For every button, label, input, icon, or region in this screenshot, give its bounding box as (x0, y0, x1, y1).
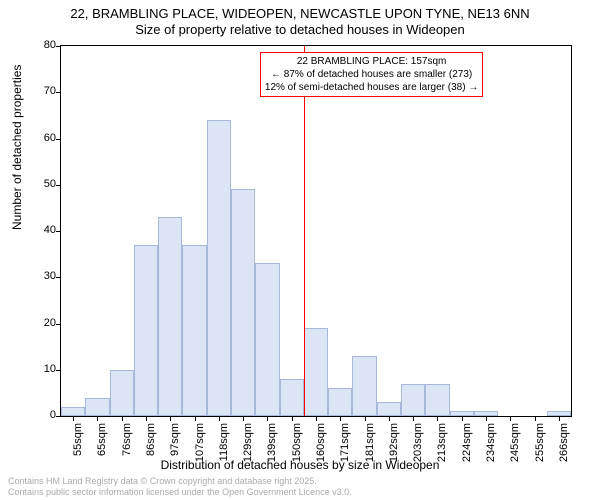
bar (110, 370, 134, 416)
x-tick-label: 139sqm (266, 423, 278, 463)
x-tick-label: 76sqm (121, 423, 133, 463)
y-tick-label: 60 (44, 132, 56, 144)
x-tick (389, 416, 390, 421)
bar (182, 245, 206, 416)
bar (61, 407, 85, 416)
bar (231, 189, 255, 416)
y-tick (56, 324, 61, 325)
bar (134, 245, 158, 416)
title-line1: 22, BRAMBLING PLACE, WIDEOPEN, NEWCASTLE… (0, 6, 600, 21)
bar (85, 398, 109, 417)
x-tick (170, 416, 171, 421)
x-tick (340, 416, 341, 421)
bar (401, 384, 425, 416)
x-tick (292, 416, 293, 421)
x-tick (437, 416, 438, 421)
x-tick (146, 416, 147, 421)
x-tick-label: 55sqm (72, 423, 84, 463)
x-tick (97, 416, 98, 421)
footer: Contains HM Land Registry data © Crown c… (8, 476, 352, 498)
y-tick-label: 30 (44, 270, 56, 282)
x-tick-label: 86sqm (145, 423, 157, 463)
chart-container: 22, BRAMBLING PLACE, WIDEOPEN, NEWCASTLE… (0, 0, 600, 500)
x-tick (462, 416, 463, 421)
annotation-line: ← 87% of detached houses are smaller (27… (265, 68, 478, 81)
x-tick (195, 416, 196, 421)
x-tick-label: 97sqm (169, 423, 181, 463)
x-tick (535, 416, 536, 421)
footer-line1: Contains HM Land Registry data © Crown c… (8, 476, 352, 487)
y-tick-label: 10 (44, 363, 56, 375)
y-tick (56, 185, 61, 186)
annotation-line: 22 BRAMBLING PLACE: 157sqm (265, 55, 478, 68)
x-tick (510, 416, 511, 421)
footer-line2: Contains public sector information licen… (8, 487, 352, 498)
y-tick-label: 80 (44, 39, 56, 51)
bar (352, 356, 376, 416)
y-tick (56, 46, 61, 47)
bar (158, 217, 182, 416)
x-tick-label: 192sqm (388, 423, 400, 463)
x-tick-label: 150sqm (291, 423, 303, 463)
x-tick (243, 416, 244, 421)
plot-area: 22 BRAMBLING PLACE: 157sqm← 87% of detac… (60, 45, 572, 417)
bar (280, 379, 304, 416)
annotation-box: 22 BRAMBLING PLACE: 157sqm← 87% of detac… (260, 52, 483, 97)
bar (425, 384, 449, 416)
x-tick (486, 416, 487, 421)
x-tick (267, 416, 268, 421)
y-tick-label: 20 (44, 317, 56, 329)
y-axis-label: Number of detached properties (10, 65, 24, 230)
y-tick-label: 70 (44, 85, 56, 97)
x-tick-label: 65sqm (96, 423, 108, 463)
bar (328, 388, 352, 416)
x-tick-label: 245sqm (509, 423, 521, 463)
annotation-line: 12% of semi-detached houses are larger (… (265, 81, 478, 94)
y-tick (56, 231, 61, 232)
y-tick-label: 0 (50, 409, 56, 421)
x-tick-label: 203sqm (412, 423, 424, 463)
y-tick (56, 277, 61, 278)
x-tick-label: 160sqm (315, 423, 327, 463)
x-tick (559, 416, 560, 421)
x-tick (413, 416, 414, 421)
x-tick (365, 416, 366, 421)
title-line2: Size of property relative to detached ho… (0, 22, 600, 37)
x-tick (73, 416, 74, 421)
x-tick-label: 213sqm (436, 423, 448, 463)
y-tick (56, 416, 61, 417)
x-tick-label: 118sqm (218, 423, 230, 463)
x-tick (316, 416, 317, 421)
x-tick-label: 266sqm (558, 423, 570, 463)
x-tick (219, 416, 220, 421)
x-tick-label: 255sqm (534, 423, 546, 463)
x-tick-label: 107sqm (194, 423, 206, 463)
bar (255, 263, 279, 416)
reference-line (304, 46, 305, 416)
bar (377, 402, 401, 416)
bar (304, 328, 328, 416)
y-tick-label: 40 (44, 224, 56, 236)
y-tick (56, 139, 61, 140)
y-tick (56, 92, 61, 93)
x-tick-label: 171sqm (339, 423, 351, 463)
x-tick-label: 129sqm (242, 423, 254, 463)
y-tick-label: 50 (44, 178, 56, 190)
x-tick (122, 416, 123, 421)
x-tick-label: 181sqm (364, 423, 376, 463)
x-tick-label: 224sqm (461, 423, 473, 463)
x-tick-label: 234sqm (485, 423, 497, 463)
bar (207, 120, 231, 416)
y-tick (56, 370, 61, 371)
